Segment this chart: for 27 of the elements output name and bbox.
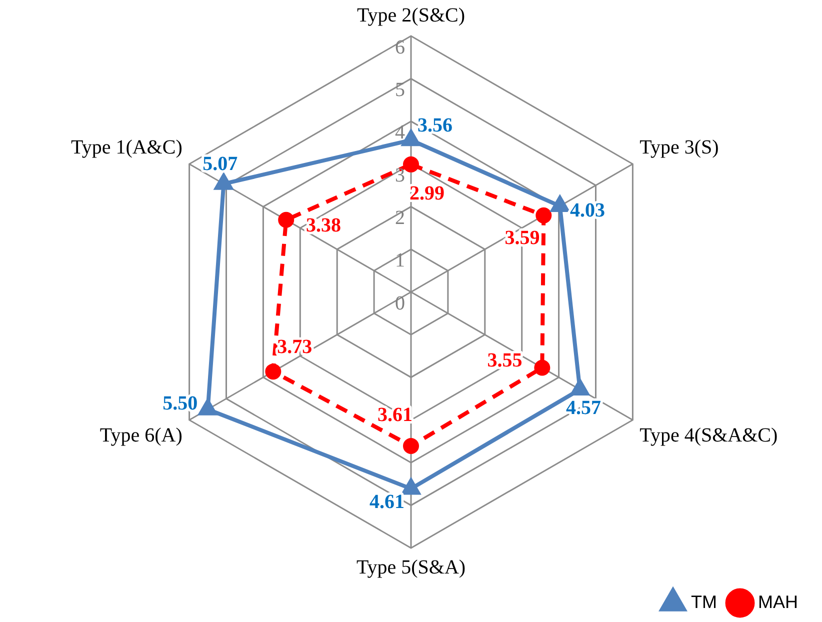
- data-label: 5.50: [162, 392, 198, 414]
- y-tick-label: 3: [395, 164, 405, 186]
- y-tick-label: 4: [395, 122, 405, 144]
- y-tick-label: 5: [395, 78, 405, 101]
- data-label: 5.07: [202, 152, 238, 175]
- y-tick-label: 0: [395, 292, 405, 314]
- data-label: 4.61: [370, 490, 404, 513]
- data-label: 2.99: [410, 182, 444, 205]
- legend-label: TM: [691, 592, 718, 612]
- data-label: 3.73: [277, 336, 312, 358]
- data-label: 4.03: [570, 199, 605, 222]
- data-label: 3.55: [487, 350, 522, 372]
- spoke-label: Type 2(S&C): [356, 4, 466, 26]
- data-label: 3.61: [378, 404, 412, 426]
- legend-label: MAH: [758, 592, 798, 612]
- data-label: 4.57: [566, 396, 601, 419]
- data-label: 3.38: [306, 214, 342, 236]
- spoke-label: Type 4(S&A&C): [640, 424, 778, 446]
- y-tick-label: 1: [395, 250, 405, 272]
- spoke-label: Type 3(S): [640, 136, 719, 158]
- data-label: 3.59: [504, 227, 540, 250]
- spoke-label: Type 6(A): [100, 424, 182, 446]
- y-tick-label: 2: [395, 206, 405, 229]
- data-label: 3.56: [418, 114, 452, 136]
- y-tick-label: 6: [395, 36, 405, 58]
- spoke-label: Type 1(A&C): [71, 136, 182, 158]
- spoke-label: Type 5(S&A): [356, 556, 466, 578]
